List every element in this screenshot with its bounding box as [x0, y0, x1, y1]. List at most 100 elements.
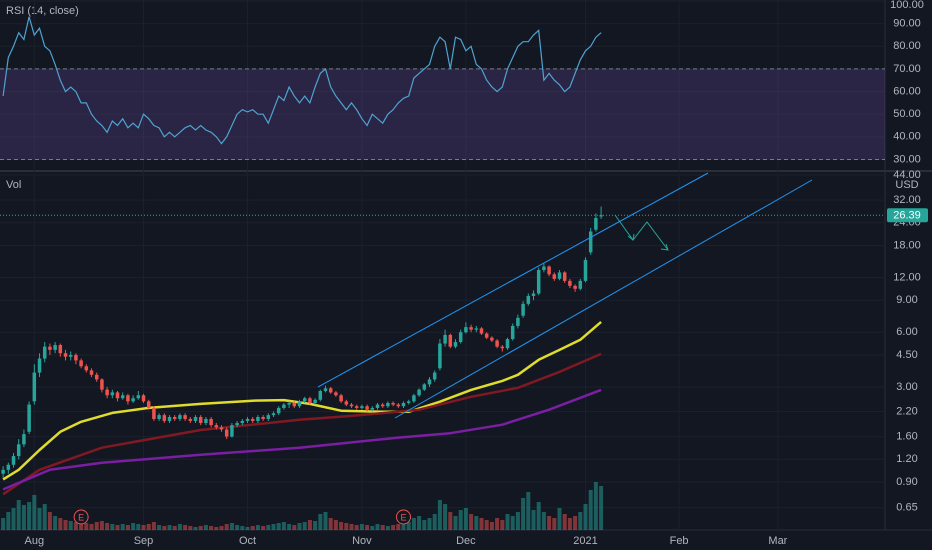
candle-body [406, 401, 411, 403]
candle-body [588, 231, 593, 253]
candle-body [500, 346, 505, 349]
y-tick-label: 3.00 [896, 381, 917, 393]
candle-body [469, 327, 473, 330]
volume-bar [250, 526, 255, 530]
x-tick-label: Dec [456, 535, 476, 547]
volume-bar [406, 522, 411, 530]
volume-bar [515, 512, 520, 530]
candle-body [11, 456, 16, 465]
volume-bar [458, 510, 463, 530]
candle-body [542, 266, 546, 270]
candle-body [120, 395, 125, 399]
candle-body [360, 406, 364, 408]
volume-bar [599, 486, 604, 530]
volume-bar [37, 508, 42, 530]
candle-body [599, 215, 603, 217]
y-tick-label: 0.65 [896, 502, 917, 514]
x-tick-label: Oct [239, 535, 256, 547]
volume-bar [344, 523, 349, 530]
volume-bar [318, 514, 323, 530]
volume-bar [79, 520, 84, 530]
moving-average [2, 320, 602, 481]
candle-body [453, 342, 458, 347]
rsi-tick-label: 100.00 [890, 0, 924, 11]
volume-bar [214, 527, 219, 530]
volume-bar [531, 510, 536, 530]
candle-body [334, 392, 338, 396]
candle-body [94, 374, 99, 380]
candle-body [287, 402, 291, 405]
volume-bar [235, 525, 240, 530]
candle-body [422, 384, 427, 390]
volume-bar [53, 516, 58, 530]
volume-bar [125, 525, 130, 530]
candle-body [224, 429, 229, 437]
last-price-box [887, 208, 928, 223]
moving-average [2, 352, 602, 496]
volume-bar [375, 524, 380, 530]
candle-body [297, 401, 302, 407]
volume-bar [510, 516, 515, 530]
candle-body [552, 274, 557, 279]
y-tick-label: 12.00 [893, 271, 921, 283]
volume-bar [297, 523, 302, 530]
candle-body [510, 325, 515, 340]
rsi-tick-label: 30.00 [893, 153, 921, 165]
candle-body [386, 402, 390, 407]
y-tick-label: 1.20 [896, 453, 917, 465]
candle-body [162, 415, 167, 421]
volume-bar [489, 522, 494, 530]
candle-body [219, 427, 224, 430]
volume-bar [495, 518, 500, 530]
volume-bar [484, 520, 489, 530]
candle-body [256, 417, 260, 421]
candle-body [204, 418, 208, 424]
rsi-line [2, 16, 602, 145]
volume-bar [354, 525, 359, 530]
rsi-tick-label: 90.00 [893, 18, 921, 30]
volume-bar [448, 512, 453, 530]
volume-bar [401, 523, 406, 530]
rsi-tick-label: 50.00 [893, 108, 921, 120]
candle-body [16, 444, 21, 457]
volume-bar [536, 502, 541, 530]
volume-bar [463, 508, 468, 530]
channel-upper [317, 172, 709, 388]
candle-body [458, 332, 463, 343]
candle-body [432, 372, 437, 380]
candle-body [557, 272, 562, 279]
candle-body [516, 317, 520, 326]
candle-body [100, 379, 104, 390]
volume-bar [68, 521, 73, 530]
candle-body [490, 337, 494, 341]
candle-body [63, 353, 68, 357]
y-tick-label: 0.90 [896, 476, 917, 488]
candle-body [495, 340, 499, 347]
candle-body [391, 402, 395, 405]
trend-channel [317, 172, 813, 419]
volume-bar [307, 520, 312, 530]
volume-bar [105, 523, 110, 530]
volume-bar [245, 527, 250, 530]
candle-body [276, 407, 281, 414]
candle-body [282, 404, 286, 408]
volume-bar [151, 522, 156, 530]
volume-bar [203, 525, 208, 530]
rsi-tick-label: 70.00 [893, 63, 921, 75]
currency: USD [895, 179, 918, 191]
candle-body [235, 423, 239, 426]
volume-bar [229, 523, 234, 530]
volume-bar [396, 524, 401, 530]
earnings-marker [73, 509, 89, 525]
volume-bar [567, 518, 572, 530]
volume-bar [6, 512, 11, 530]
candle-body [308, 398, 312, 403]
volume-bar [177, 524, 182, 530]
candle-body [427, 379, 432, 385]
candle-body [115, 392, 120, 399]
x-tick-label: Feb [670, 535, 689, 547]
volume-bar [526, 492, 531, 530]
candle-body [578, 280, 583, 289]
